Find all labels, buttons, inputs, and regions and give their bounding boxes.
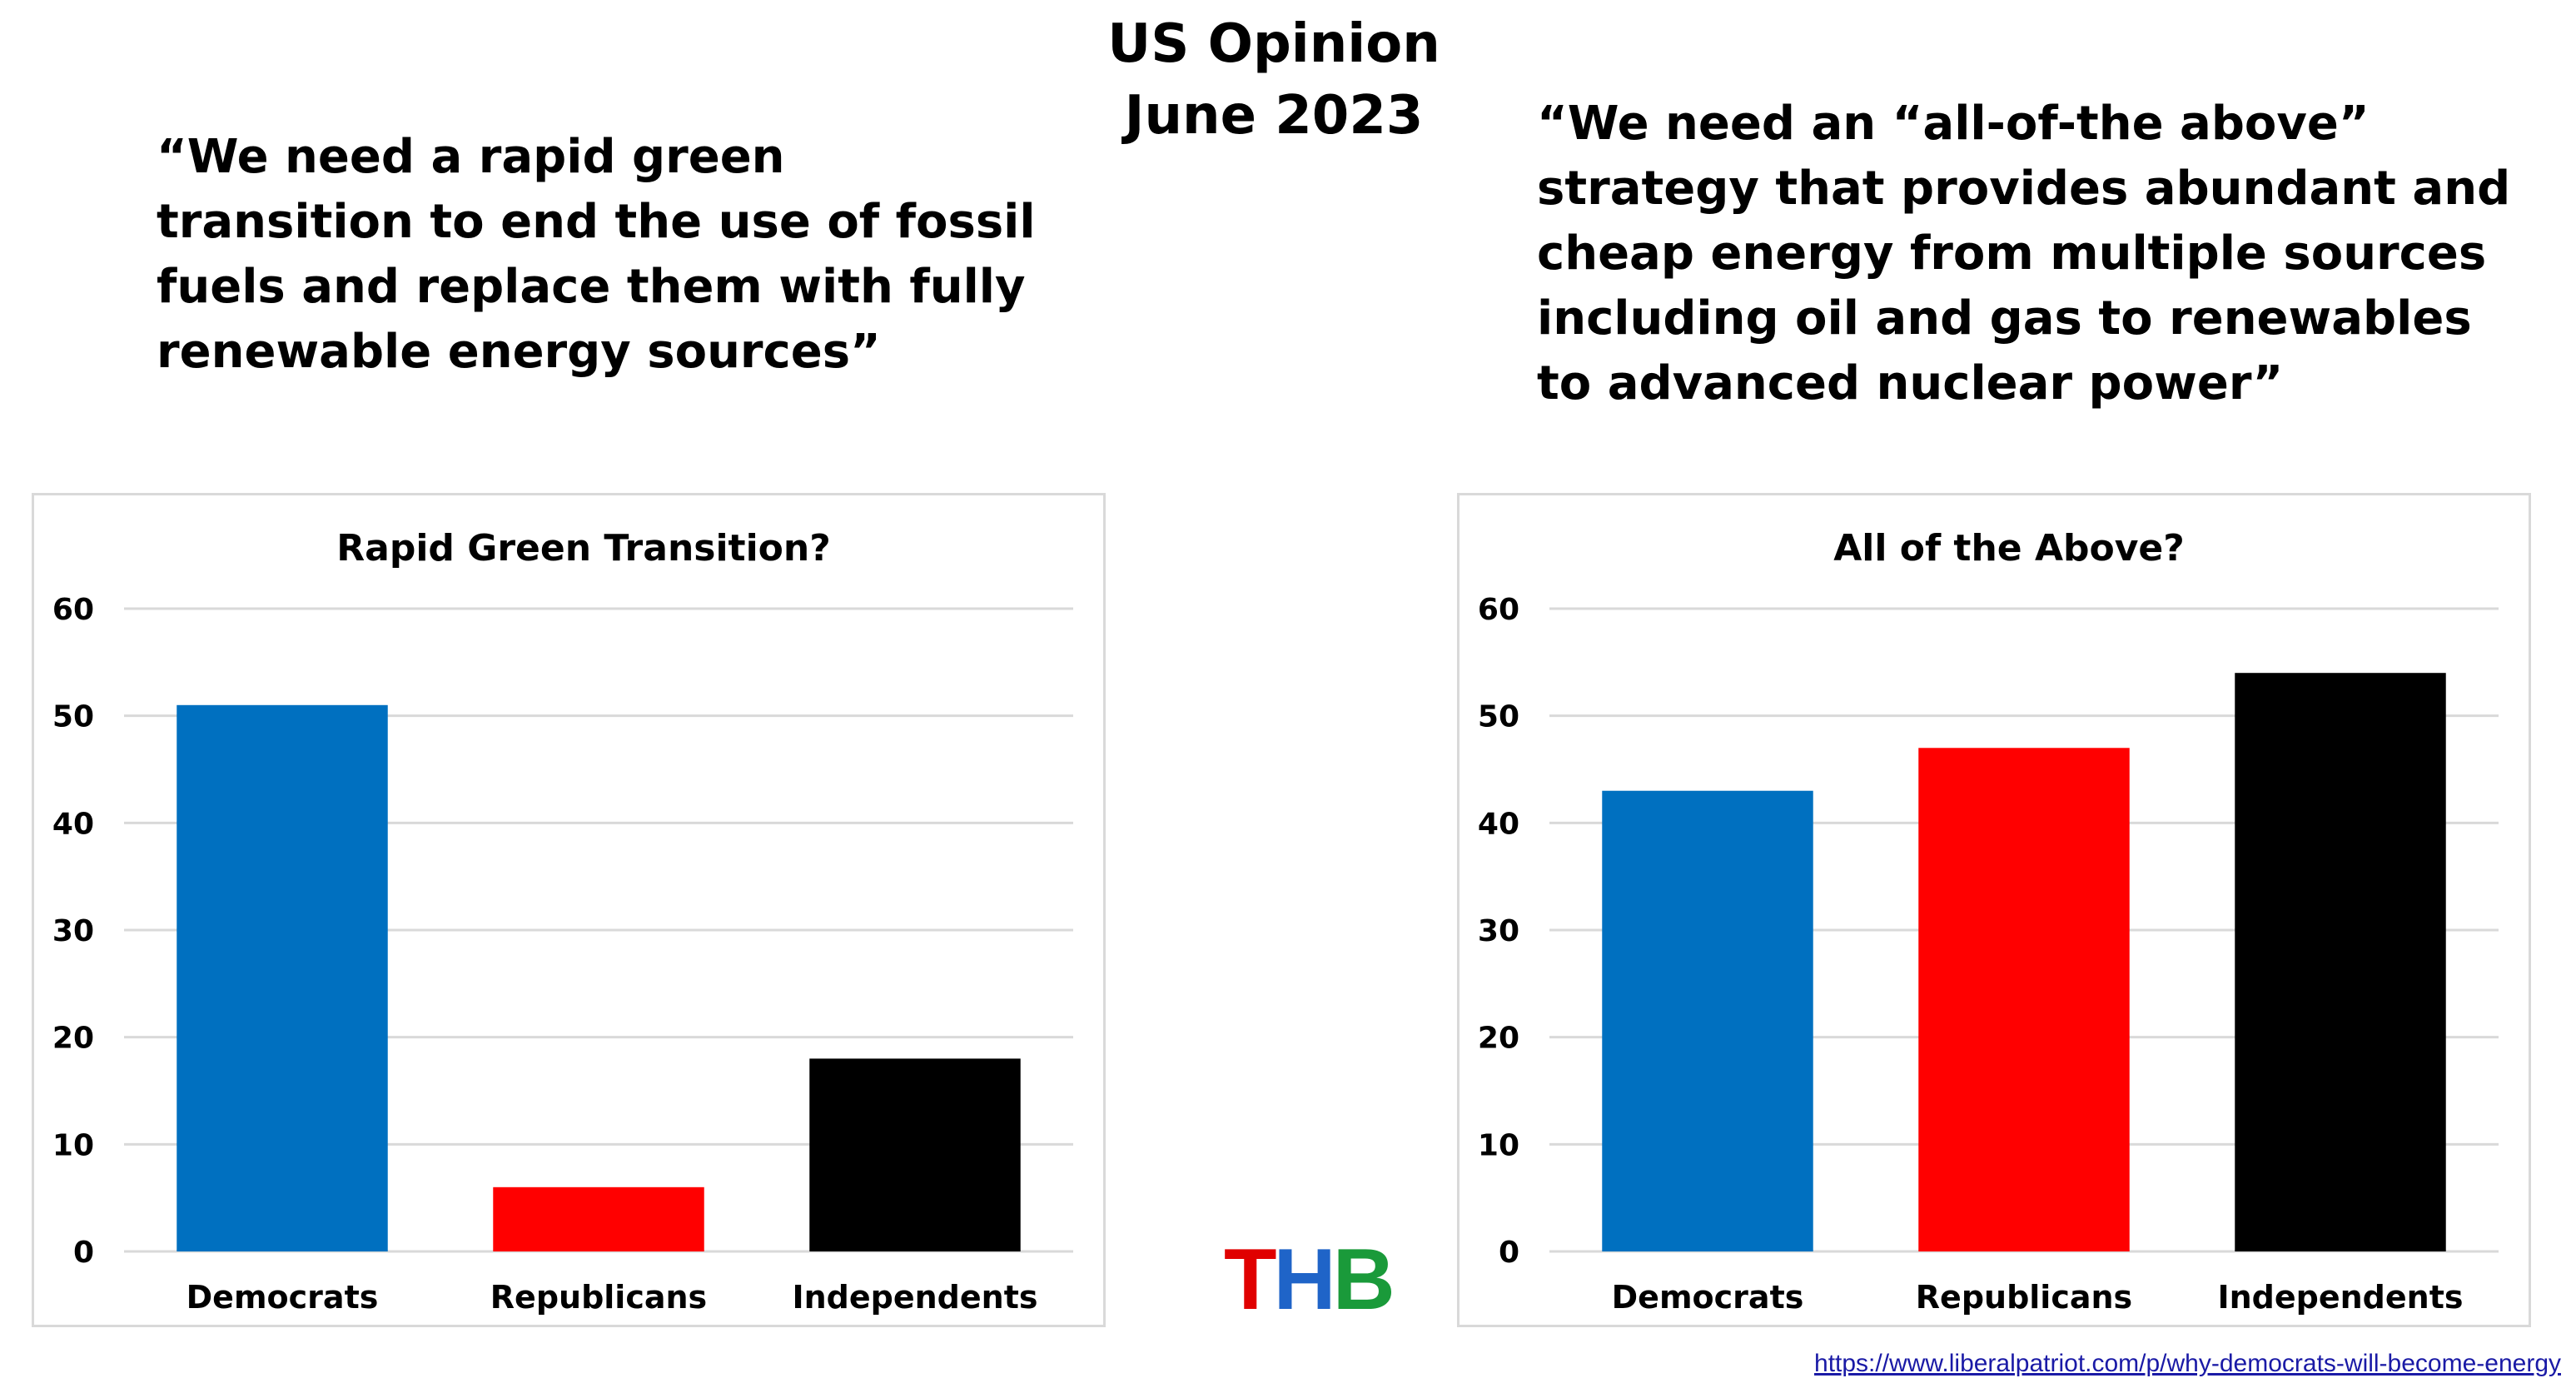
x-tick-label: Independents [792,1279,1037,1316]
y-tick-label: 50 [52,700,94,734]
y-tick-label: 20 [1478,1022,1519,1056]
logo-letter-h: H [1273,1231,1336,1328]
quote-left-line: renewable energy sources” [157,325,881,379]
quote-left-line: transition to end the use of fossil [157,195,1036,249]
chart-rapid-green-transition: Rapid Green Transition? 0 10 20 30 40 50 60 Demo… [52,527,1073,1316]
thb-logo: THB [1224,1231,1395,1330]
y-tick-label: 10 [1478,1128,1519,1162]
y-tick-label: 40 [1478,807,1519,841]
quote-left-line: “We need a rapid green [157,130,785,184]
source-link[interactable]: https://www.liberalpatriot.com/p/why-dem… [1814,1350,2561,1377]
y-tick-label: 60 [52,593,94,627]
y-tick-label: 50 [1478,700,1519,734]
title-line-1: US Opinion [1107,13,1440,75]
chart-title: Rapid Green Transition? [336,527,830,570]
x-tick-label: Republicans [490,1279,707,1316]
y-tick-label: 10 [52,1128,94,1162]
bar-republicans [1918,748,2130,1251]
bar-democrats [1602,790,1813,1251]
chart-panel-left: Rapid Green Transition? 0 10 20 30 40 50 60 Demo… [32,493,1106,1327]
y-tick-label: 0 [73,1236,94,1270]
y-tick-label: 30 [52,914,94,948]
chart-title: All of the Above? [1833,527,2185,570]
x-tick-label: Independents [2217,1279,2463,1316]
chart-all-of-the-above: All of the Above? 0 10 20 30 40 50 60 Democrats R… [1478,527,2499,1316]
y-tick-label: 0 [1499,1236,1519,1270]
logo-letter-b: B [1332,1231,1395,1328]
y-tick-label: 30 [1478,914,1519,948]
page-title: US Opinion June 2023 [999,8,1549,152]
bar-independents [809,1058,1021,1251]
quote-right-line: to advanced nuclear power” [1537,356,2284,410]
y-tick-label: 20 [52,1022,94,1056]
x-tick-label: Republicans [1916,1279,2132,1316]
quote-right-line: “We need an “all-of-the above” [1537,97,2370,151]
quote-right-line: strategy that provides abundant and [1537,162,2511,216]
quote-right: “We need an “all-of-the above” strategy … [1537,92,2510,416]
bar-republicans [493,1187,704,1251]
title-line-2: June 2023 [1124,85,1424,147]
x-tick-label: Democrats [1612,1279,1804,1316]
y-tick-label: 40 [52,807,94,841]
chart-panel-right: All of the Above? 0 10 20 30 40 50 60 Democrats R… [1457,493,2531,1327]
logo-letter-t: T [1224,1231,1277,1328]
bar-independents [2235,673,2446,1251]
bar-democrats [177,704,388,1251]
y-tick-label: 60 [1478,593,1519,627]
x-tick-label: Democrats [186,1279,379,1316]
quote-right-line: including oil and gas to renewables [1537,291,2472,346]
quote-left-line: fuels and replace them with fully [157,260,1026,314]
quote-right-line: cheap energy from multiple sources [1537,226,2487,281]
quote-left: “We need a rapid green transition to end… [157,125,1036,385]
